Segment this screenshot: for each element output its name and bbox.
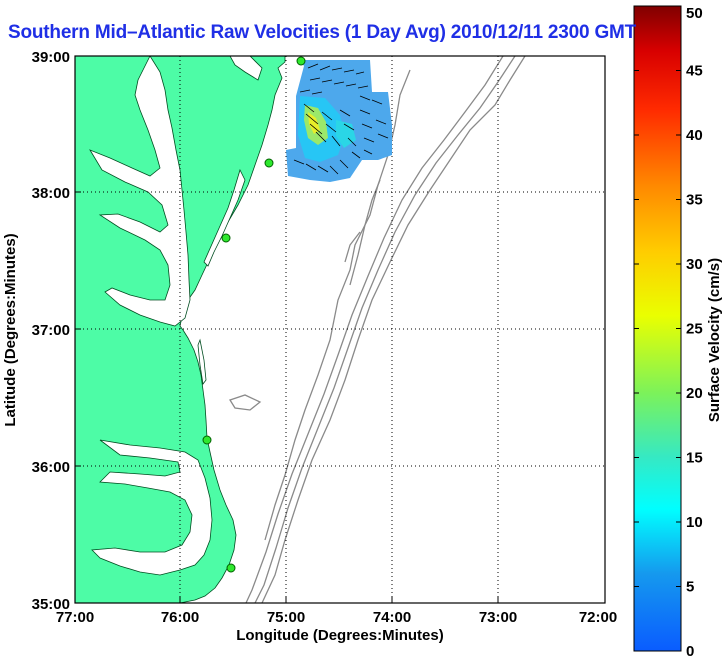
colorbar-tick-label: 40	[686, 127, 703, 144]
colorbar-tick-label: 50	[686, 5, 703, 22]
colorbar-tick-labels: 0 5 10 15 20 25 30 35 40 45 50	[686, 5, 703, 659]
radar-stations	[202, 56, 306, 573]
x-tick-label: 73:00	[479, 609, 517, 626]
velocity-field	[286, 60, 392, 182]
colorbar-tick-label: 0	[686, 643, 694, 659]
x-axis-label: Longitude (Degrees:Minutes)	[236, 627, 444, 644]
colorbar-tick-label: 35	[686, 192, 703, 209]
bays	[89, 56, 263, 576]
colorbar-label: Surface Velocity (cm/s)	[706, 258, 723, 422]
y-axis-label: Latitude (Degrees:Minutes)	[2, 233, 19, 426]
y-tick-label: 36:00	[32, 459, 70, 476]
x-tick-label: 76:00	[161, 609, 199, 626]
colorbar-gradient	[633, 5, 682, 652]
velocity-vectors	[293, 63, 389, 175]
x-tick-label: 75:00	[267, 609, 305, 626]
y-tick-label: 37:00	[32, 322, 70, 339]
y-tick-label: 39:00	[32, 49, 70, 66]
x-tick-label: 77:00	[56, 609, 94, 626]
colorbar-tick-label: 5	[686, 579, 694, 596]
colorbar-tick-label: 45	[686, 63, 703, 80]
colorbar-tick-label: 10	[686, 514, 703, 531]
x-tick-label: 74:00	[373, 609, 411, 626]
map-title: Southern Mid–Atlantic Raw Velocities (1 …	[8, 22, 637, 43]
colorbar-tick-marks	[634, 5, 681, 652]
y-tick-label: 38:00	[32, 185, 70, 202]
colorbar-tick-label: 30	[686, 256, 703, 273]
colorbar-tick-label: 15	[686, 450, 703, 467]
grid-lines	[75, 56, 605, 603]
tick-marks	[75, 191, 499, 603]
y-tick-label: 35:00	[32, 596, 70, 613]
x-tick-label: 72:00	[579, 609, 617, 626]
y-tick-labels: 39:00 38:00 37:00 36:00 35:00	[32, 49, 70, 613]
colorbar-tick-label: 20	[686, 385, 703, 402]
x-tick-labels: 77:00 76:00 75:00 74:00 73:00 72:00	[56, 609, 617, 626]
colorbar: 0 5 10 15 20 25 30 35 40 45 50 Surface Velocity (c…	[633, 5, 723, 659]
plot-area	[75, 56, 605, 603]
colorbar-tick-label: 25	[686, 321, 703, 338]
